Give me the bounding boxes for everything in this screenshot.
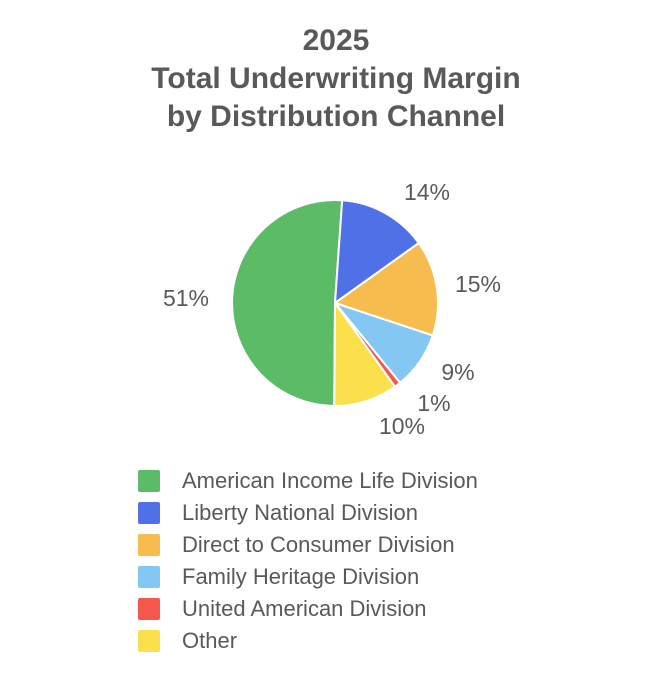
legend-label: Liberty National Division bbox=[182, 500, 418, 525]
legend-item-family-heritage-division: Family Heritage Division bbox=[138, 566, 478, 588]
pie-percent-label: 9% bbox=[441, 359, 474, 385]
legend-item-direct-to-consumer-division: Direct to Consumer Division bbox=[138, 534, 478, 556]
chart-title-line-2: Total Underwriting Margin bbox=[151, 62, 521, 95]
legend-swatch bbox=[138, 566, 160, 588]
legend-swatch bbox=[138, 470, 160, 492]
legend-item-liberty-national-division: Liberty National Division bbox=[138, 502, 478, 524]
pie-percent-label: 51% bbox=[163, 285, 209, 311]
chart-title-line-3: by Distribution Channel bbox=[166, 100, 506, 133]
legend-label: Direct to Consumer Division bbox=[182, 532, 455, 557]
pie-percent-label: 1% bbox=[417, 390, 450, 416]
legend-swatch bbox=[138, 598, 160, 620]
legend-label: Family Heritage Division bbox=[182, 564, 420, 589]
legend-item-united-american-division: United American Division bbox=[138, 598, 478, 620]
legend-swatch bbox=[138, 534, 160, 556]
pie-slice-direct-to-consumer-division bbox=[334, 242, 439, 337]
legend-label: Other bbox=[182, 628, 238, 653]
legend-label: United American Division bbox=[182, 596, 427, 621]
pie-slice-american-income-life-division bbox=[231, 199, 344, 407]
pie-slice-other bbox=[333, 302, 396, 408]
chart-title: 2025 Total Underwriting Margin by Distri… bbox=[0, 22, 672, 136]
chart-title-line-1: 2025 bbox=[302, 24, 370, 57]
legend-item-other: Other bbox=[138, 630, 478, 652]
legend-swatch bbox=[138, 630, 160, 652]
pie-percent-label: 15% bbox=[455, 271, 501, 297]
pie-percent-label: 10% bbox=[379, 413, 425, 439]
legend-item-american-income-life-division: American Income Life Division bbox=[138, 470, 478, 492]
legend: American Income Life Division Liberty Nat… bbox=[138, 470, 478, 662]
legend-label: American Income Life Division bbox=[182, 468, 478, 493]
pie-slice-liberty-national-division bbox=[334, 199, 420, 304]
pie-percent-label: 14% bbox=[404, 179, 450, 205]
legend-swatch bbox=[138, 502, 160, 524]
